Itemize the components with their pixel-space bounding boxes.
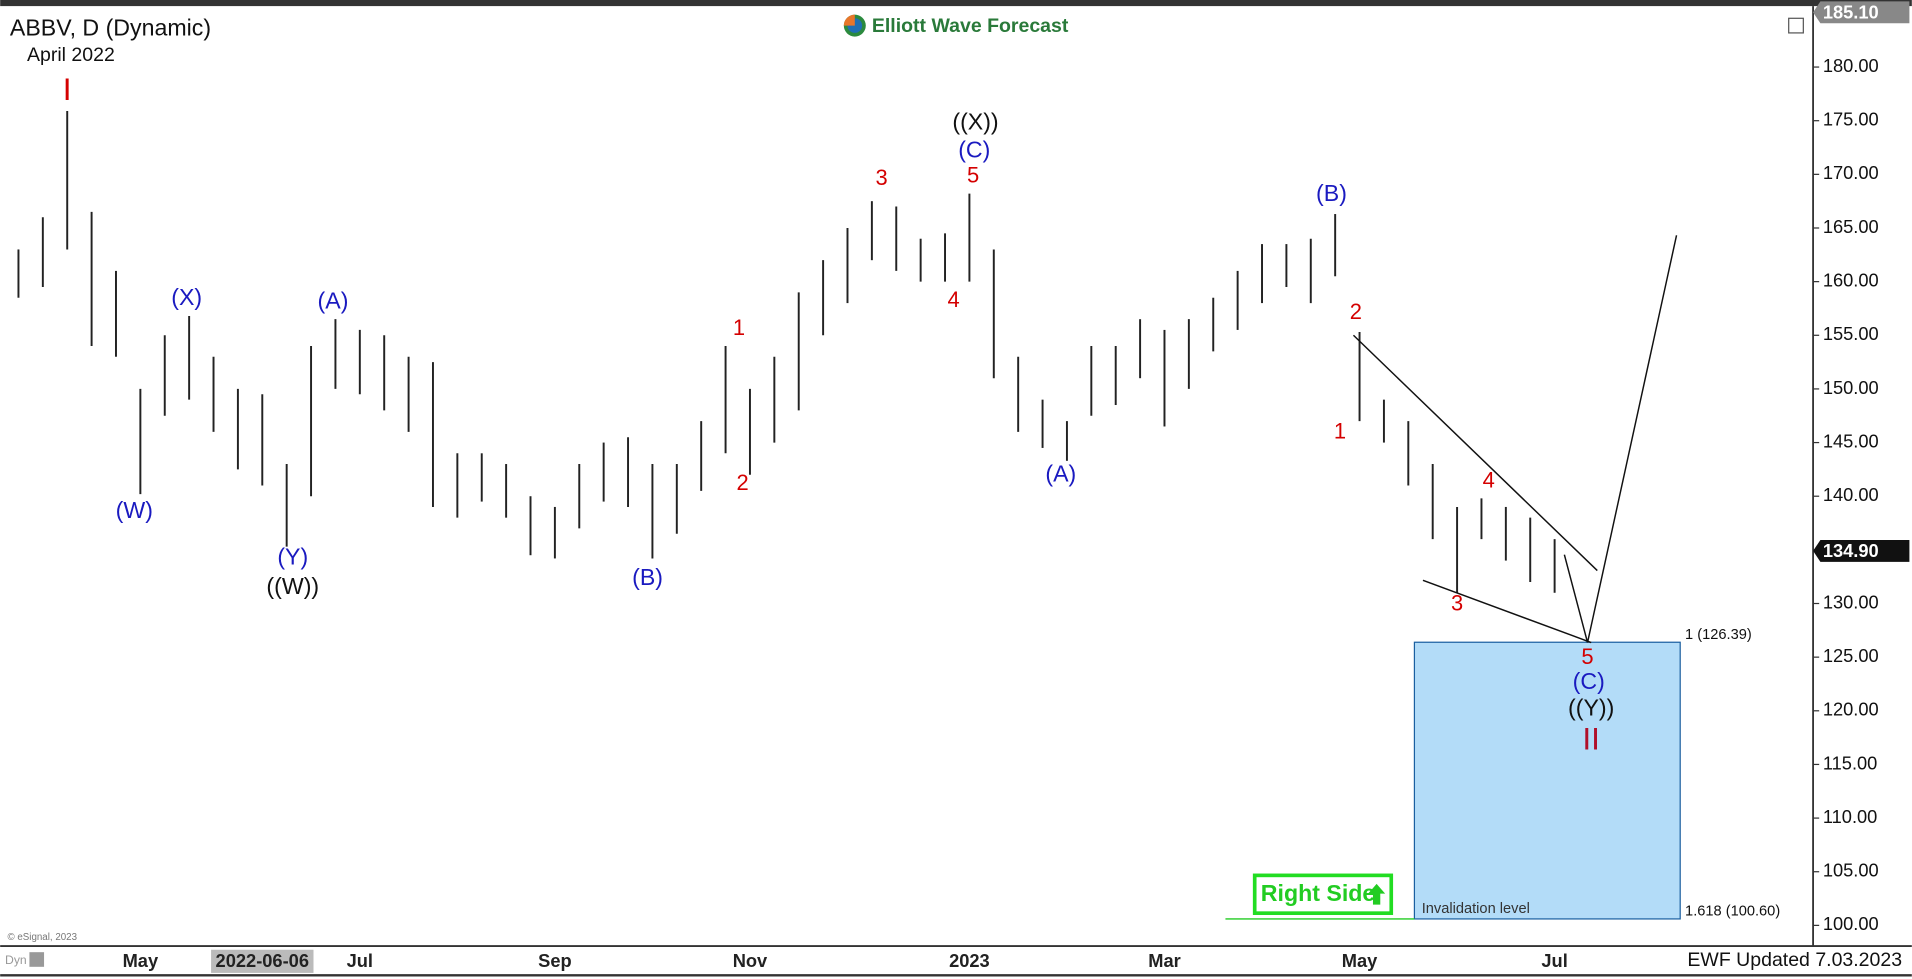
crosshair-date-bg xyxy=(211,949,314,973)
right-side-box xyxy=(1252,873,1394,915)
mode-icon[interactable] xyxy=(29,952,45,967)
wave-label: ((X)) xyxy=(952,108,998,134)
lower-trendline xyxy=(1422,579,1592,644)
wave-label: 4 xyxy=(947,287,959,312)
footer: EWF Updated 7.03.2023 xyxy=(1687,949,1902,971)
price-tag xyxy=(1813,539,1910,562)
top-bar xyxy=(0,0,1912,7)
price-tag-label: 185.10 xyxy=(1823,1,1879,22)
y-tick-label: 100.00 xyxy=(1823,913,1879,934)
x-tick-label: Nov xyxy=(733,950,768,971)
x-tick-label: 2023 xyxy=(949,950,990,971)
zone-low-label: 1.618 (100.60) xyxy=(1685,903,1780,919)
wave-label: ((W)) xyxy=(266,573,319,599)
y-tick-label: 145.00 xyxy=(1823,430,1879,451)
trendlines xyxy=(1352,235,1678,644)
wave-label: 3 xyxy=(1451,591,1463,616)
wave-label: (W) xyxy=(116,497,153,523)
wave-leg xyxy=(1563,554,1589,643)
logo-slice xyxy=(843,14,855,26)
wave-label: (A) xyxy=(1045,461,1076,487)
x-tick-label: Sep xyxy=(538,950,572,971)
y-tick-label: 160.00 xyxy=(1823,269,1879,290)
y-tick-label: 105.00 xyxy=(1823,860,1879,881)
price-tag-label: 134.90 xyxy=(1823,540,1879,561)
mode-label: Dyn xyxy=(5,953,27,967)
y-tick-label: 125.00 xyxy=(1823,645,1879,666)
upper-trendline xyxy=(1352,334,1598,572)
target-zone xyxy=(1413,641,1681,920)
zone-high-label: 1 (126.39) xyxy=(1685,627,1752,643)
wave-label: II xyxy=(1582,721,1600,757)
wave-label: (C) xyxy=(1573,668,1605,694)
y-tick-label: 115.00 xyxy=(1823,752,1878,773)
logo: Elliott Wave Forecast xyxy=(843,14,1069,37)
x-tick-label: Mar xyxy=(1148,950,1180,971)
copyright: © eSignal, 2023 xyxy=(7,932,77,943)
y-tick-label: 170.00 xyxy=(1823,162,1879,183)
y-tick-label: 155.00 xyxy=(1823,323,1879,344)
x-tick-label: May xyxy=(1342,950,1378,971)
brand: Elliott Wave Forecast xyxy=(872,15,1069,37)
price-tag xyxy=(1813,1,1910,24)
y-tick-label: 165.00 xyxy=(1823,216,1879,237)
wave-label: (B) xyxy=(1316,180,1347,206)
wave-label: (A) xyxy=(318,287,349,313)
wave-label: 3 xyxy=(876,165,888,190)
wave-label: (X) xyxy=(171,284,202,310)
x-tick-label: Jul xyxy=(1541,950,1567,971)
wave-label: 2 xyxy=(1350,299,1362,324)
wave-label: 5 xyxy=(967,163,979,188)
y-tick-label: 110.00 xyxy=(1823,806,1878,827)
x-tick-label: May xyxy=(123,950,159,971)
wave-label: (B) xyxy=(632,564,663,590)
y-tick-label: 120.00 xyxy=(1823,699,1879,720)
chart-subtitle: April 2022 xyxy=(27,44,115,66)
y-tick-label: 130.00 xyxy=(1823,591,1879,612)
wave-label: (Y) xyxy=(277,544,308,570)
projection-line xyxy=(1586,235,1678,643)
wave-label: I xyxy=(63,71,72,107)
wave-label: 2 xyxy=(737,470,749,495)
y-tick-label: 150.00 xyxy=(1823,377,1879,398)
x-tick-label: Jul xyxy=(347,950,373,971)
x-tick-label: 2022-06-06 xyxy=(216,950,309,971)
y-tick-label: 175.00 xyxy=(1823,109,1879,130)
wave-label: (C) xyxy=(958,136,990,162)
y-tick-label: 140.00 xyxy=(1823,484,1879,505)
right-side-label: Right Side xyxy=(1261,880,1376,906)
wave-label: 5 xyxy=(1581,644,1593,669)
right-side-arrow xyxy=(1368,883,1386,905)
wave-label: ((Y)) xyxy=(1568,695,1614,721)
chart-title: ABBV, D (Dynamic) xyxy=(10,14,211,40)
window-icon[interactable] xyxy=(1788,17,1804,34)
y-tick-label: 180.00 xyxy=(1823,55,1879,76)
wave-label: 1 xyxy=(1334,419,1346,444)
invalidation-note: Invalidation level xyxy=(1422,901,1530,917)
wave-label: 4 xyxy=(1483,467,1495,492)
wave-label: 1 xyxy=(733,315,745,340)
